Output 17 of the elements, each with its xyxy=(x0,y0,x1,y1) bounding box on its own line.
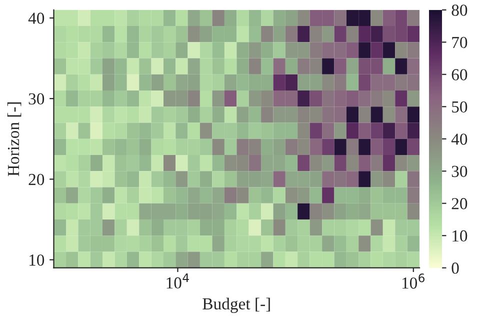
color-bar-label: 20 xyxy=(452,198,468,210)
x-axis-title: Budget [-] xyxy=(202,298,270,313)
color-bar-label: 10 xyxy=(452,230,468,242)
color-bar-label: 60 xyxy=(452,69,468,80)
color-bar-label: 50 xyxy=(452,101,468,113)
color-bar-label: 70 xyxy=(452,36,468,48)
y-tick-label: 10 xyxy=(30,254,44,266)
x-tick-label: 10$^{6}$ xyxy=(402,273,424,289)
y-tick-label: 20 xyxy=(28,174,44,186)
y-tick-label: 40 xyxy=(28,12,44,24)
color-bar-label: 40 xyxy=(451,134,468,145)
color-bar-label: 30 xyxy=(452,166,468,178)
y-tick-label: 30 xyxy=(28,93,44,105)
y-axis-title: Horizon [-] xyxy=(7,102,22,176)
x-tick-label: 10$^{4}$ xyxy=(166,273,189,289)
color-bar-label: 0 xyxy=(452,262,459,274)
color-bar-label: 80 xyxy=(452,4,468,16)
